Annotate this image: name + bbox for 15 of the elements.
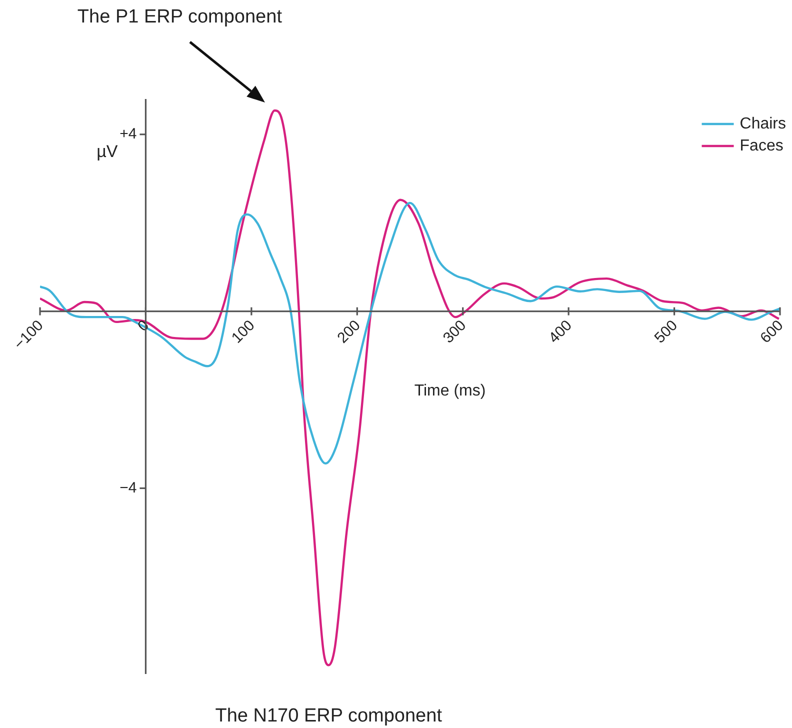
x-tick-label: 200 [334, 317, 364, 347]
legend-label: Faces [740, 137, 784, 154]
line-series [40, 202, 780, 465]
y-tick-label: +4 [120, 126, 137, 143]
y-tick-label: −4 [120, 479, 137, 496]
x-tick-label: 400 [546, 317, 576, 347]
x-tick-label: 500 [651, 317, 682, 347]
x-tick-label: 600 [757, 317, 787, 347]
legend-label: Chairs [740, 115, 786, 132]
text: The P1 ERP component [77, 6, 283, 28]
x-axis-title: Time (ms) [414, 382, 486, 400]
y-axis-title: µV [96, 142, 118, 162]
text: The N170 ERP component [215, 706, 443, 727]
x-tick-label: 300 [440, 317, 470, 347]
x-tick-label: 100 [228, 317, 258, 347]
